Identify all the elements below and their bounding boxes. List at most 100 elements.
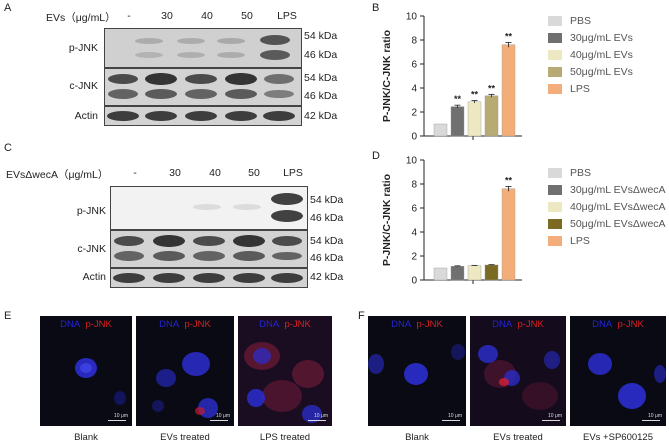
dna-channel-label: DNA [60,319,81,330]
legend-b-label-2: 40μg/mL EVs [570,48,633,61]
panel-a-row-cjnk: c-JNK [69,80,98,92]
chart-b: 0 2 4 6 8 10 P-JNK/C-JNK ratio ** ** ** ** [381,12,522,143]
scale-bar-label: 10 μm [216,413,230,419]
panel-a-blot-cjnk [104,68,302,106]
panel-a-kda-actin: 42 kDa [304,110,338,122]
panel-a-kda-cjnk-46: 46 kDa [304,90,338,102]
panel-letter-c: C [4,142,12,154]
legend-d-item-4: LPS [548,232,666,249]
legend-d-item-2: 40μg/mL EVsΔwecA [548,198,666,215]
panel-letter-e: E [4,310,12,322]
panel-c-row-actin: Actin [82,271,106,283]
chart-b-sig-4: ** [505,31,513,41]
scale-bar-label: 10 μm [114,413,128,419]
panel-c-col-3: 50 [248,167,260,179]
legend-b-swatch-0 [548,15,562,26]
scale-bar-label: 10 μm [448,413,462,419]
panel-a-blot-pjnk [104,28,302,68]
panel-e-image-evs: DNA p-JNK 10 μm [136,316,234,426]
legend-b-item-0: PBS [548,12,633,29]
panel-f-caption-blank: Blank [405,432,429,443]
legend-b-item-1: 30μg/mL EVs [548,29,633,46]
panel-f-caption-evs: EVs treated [493,432,543,443]
chart-b-sig-1: ** [454,94,462,104]
panel-a-col-1: 30 [161,10,173,22]
legend-d-item-1: 30μg/mL EVsΔwecA [548,181,666,198]
legend-d-label-0: PBS [570,166,592,179]
chart-d-sig-4: ** [505,175,513,185]
dna-channel-label: DNA [259,319,280,330]
chart-d-bar-3 [484,264,499,281]
chart-b-sig-2: ** [471,90,479,100]
chart-d: 0 2 4 6 8 10 P-JNK/C-JNK ratio ** [381,156,522,287]
legend-d-item-3: 50μg/mL EVsΔwecA [548,215,666,232]
legend-b-swatch-1 [548,32,562,43]
legend-b-label-4: LPS [570,82,590,95]
legend-b-label-1: 30μg/mL EVs [570,31,633,44]
legend-d-label-3: 50μg/mL EVsΔwecA [570,217,666,230]
scale-bar [108,420,126,421]
panel-f-image-evs-title: DNA p-JNK [470,319,566,330]
panel-c-col-2: 40 [209,167,221,179]
legend-d-swatch-0 [548,167,562,178]
legend-d-item-0: PBS [548,164,666,181]
legend-d-swatch-3 [548,218,562,229]
panel-c-kda-cjnk-46: 46 kDa [310,252,344,264]
panel-a-col-4: LPS [277,10,297,22]
legend-d: PBS 30μg/mL EVsΔwecA 40μg/mL EVsΔwecA 50… [548,164,666,249]
pjnk-channel-label: p-JNK [184,319,211,330]
panel-e-image-blank: DNA p-JNK 10 μm [40,316,132,426]
panel-e-image-lps: DNA p-JNK 10 μm [238,316,332,426]
panel-c-blot-cjnk [110,230,308,268]
panel-e-image-evs-title: DNA p-JNK [136,319,234,330]
legend-b-item-2: 40μg/mL EVs [548,46,633,63]
panel-e-caption-lps: LPS treated [259,432,311,443]
panel-c-col-4: LPS [283,167,303,179]
panel-e-caption-blank: Blank [74,432,98,443]
chart-d-bar-1 [450,265,465,281]
chart-d-ytick-label-3: 6 [411,204,417,215]
legend-b-swatch-3 [548,66,562,77]
panel-letter-b: B [372,2,380,14]
chart-b-ytick-label-3: 6 [411,60,417,71]
chart-b-ytick-label-2: 4 [411,84,417,95]
panel-f-image-sp600125-title: DNA p-JNK [570,319,666,330]
panel-e-image-blank-title: DNA p-JNK [40,319,132,330]
panel-a-col-3: 50 [241,10,253,22]
scale-bar [642,420,660,421]
panel-a-row-actin: Actin [74,110,98,122]
panel-c-col-1: 30 [169,167,181,179]
legend-b-item-4: LPS [548,80,633,97]
legend-b-swatch-2 [548,49,562,60]
chart-b-sig-3: ** [488,83,496,93]
panel-c-header-label: EVsΔwecA（μg/mL） [6,169,109,181]
legend-d-label-4: LPS [570,234,590,247]
panel-c-col-0: - [133,167,137,179]
legend-b-item-3: 50μg/mL EVs [548,63,633,80]
panel-c-kda-actin: 42 kDa [310,271,344,283]
legend-d-swatch-4 [548,235,562,246]
scale-bar [210,420,228,421]
chart-b-bar-2 [467,101,482,137]
chart-b-ytick-label-0: 0 [411,132,417,143]
panel-a-blot-actin [104,106,302,126]
chart-d-ytick-label-5: 10 [406,156,418,167]
chart-b-bar-0 [433,123,448,137]
chart-d-bar-4 [501,188,516,281]
scale-bar [542,420,560,421]
panel-c-blot-pjnk [110,186,308,230]
panel-a-header-label: EVs（μg/mL） [46,12,116,24]
chart-d-ytick-label-4: 8 [411,180,417,191]
chart-d-ylabel: P-JNK/C-JNK ratio [381,174,393,266]
chart-b-ytick-label-1: 2 [411,108,417,119]
panel-c-row-cjnk: c-JNK [77,243,106,255]
chart-b-bar-4 [501,44,516,137]
panel-f-image-blank: DNA p-JNK 10 μm [368,316,466,426]
legend-d-swatch-2 [548,201,562,212]
legend-d-label-1: 30μg/mL EVsΔwecA [570,183,666,196]
panel-e-image-lps-title: DNA p-JNK [238,319,332,330]
panel-f-image-evs: DNA p-JNK 10 μm [470,316,566,426]
panel-a-kda-pjnk-54: 54 kDa [304,30,338,42]
panel-e-caption-evs: EVs treated [160,432,210,443]
legend-b-label-3: 50μg/mL EVs [570,65,633,78]
